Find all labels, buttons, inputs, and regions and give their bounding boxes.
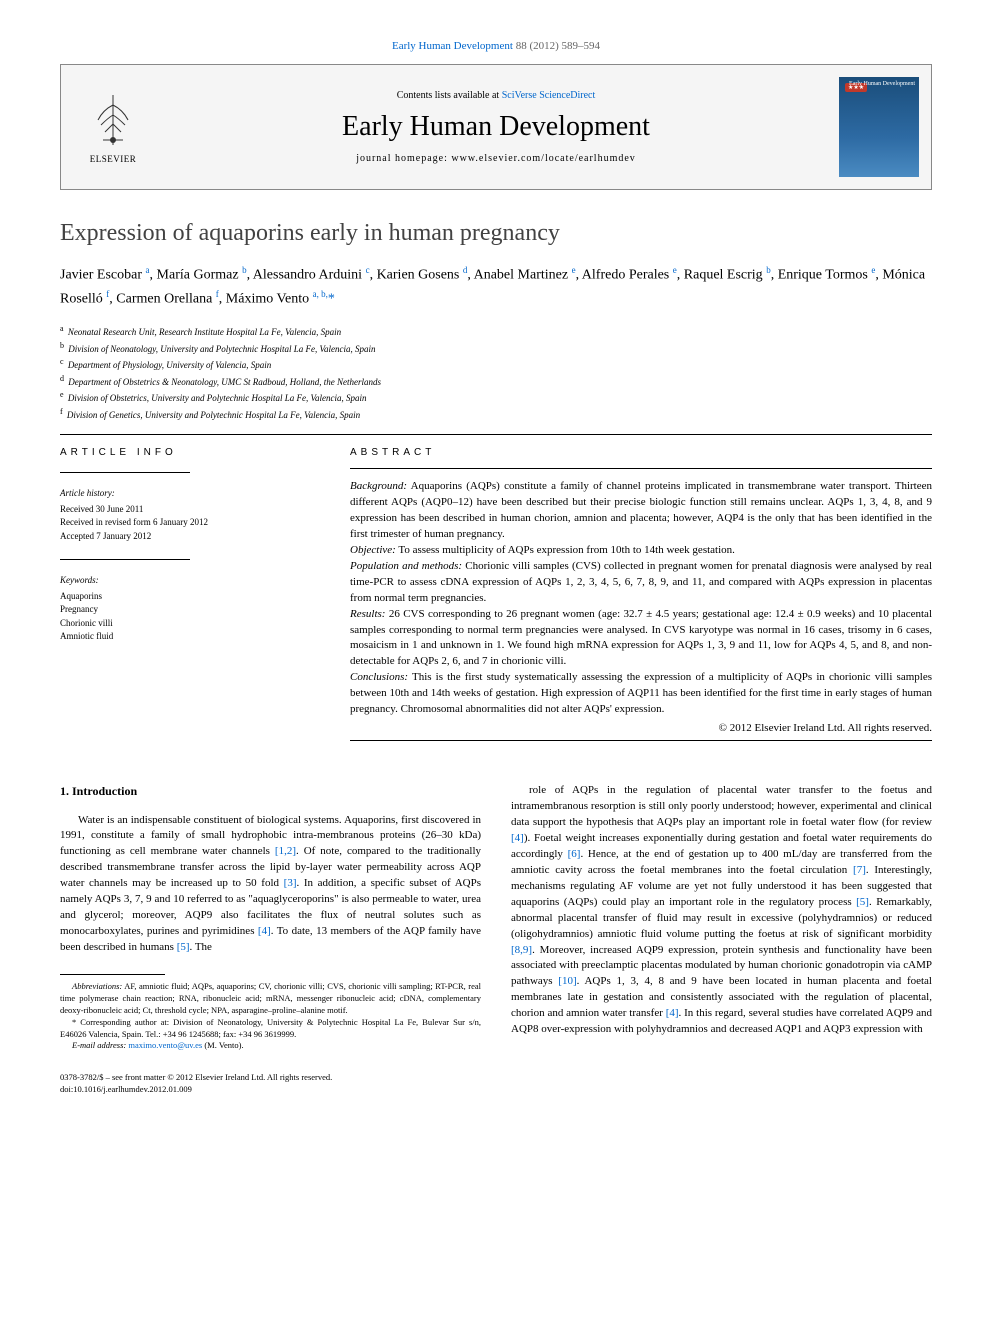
abstract-section: Population and methods: Chorionic villi … bbox=[350, 559, 932, 607]
abstract-section: Background: Aquaporins (AQPs) constitute… bbox=[350, 479, 932, 543]
intro-paragraph-left: Water is an indispensable constituent of… bbox=[60, 813, 481, 956]
citation-link[interactable]: [4] bbox=[258, 925, 271, 937]
publisher-logo: ELSEVIER bbox=[73, 82, 153, 172]
citation-link[interactable]: [4] bbox=[511, 832, 524, 844]
homepage-label: journal homepage: bbox=[356, 153, 448, 164]
email-suffix: (M. Vento). bbox=[204, 1040, 243, 1050]
keyword-item: Chorionic villi bbox=[60, 617, 320, 631]
abstract-heading: ABSTRACT bbox=[350, 447, 932, 458]
body-column-left: 1. Introduction Water is an indispensabl… bbox=[60, 783, 481, 1096]
article-info-abstract-row: ARTICLE INFO Article history: Received 3… bbox=[60, 447, 932, 753]
history-label: Article history: bbox=[60, 487, 320, 501]
abbreviations-text: AF, amniotic fluid; AQPs, aquaporins; CV… bbox=[60, 981, 481, 1015]
issn-line: 0378-3782/$ – see front matter © 2012 El… bbox=[60, 1072, 481, 1084]
section-heading-introduction: 1. Introduction bbox=[60, 783, 481, 800]
horizontal-rule bbox=[350, 740, 932, 741]
homepage-url: www.elsevier.com/locate/earlhumdev bbox=[451, 153, 635, 164]
contents-available-line: Contents lists available at SciVerse Sci… bbox=[153, 90, 839, 101]
abstract-column: ABSTRACT Background: Aquaporins (AQPs) c… bbox=[350, 447, 932, 753]
article-title: Expression of aquaporins early in human … bbox=[60, 220, 932, 247]
journal-citation-link[interactable]: Early Human Development bbox=[392, 40, 513, 52]
email-footnote: E-mail address: maximo.vento@uv.es (M. V… bbox=[60, 1040, 481, 1052]
keywords-block: Keywords: AquaporinsPregnancyChorionic v… bbox=[60, 574, 320, 644]
journal-header-box: ELSEVIER Contents lists available at Sci… bbox=[60, 64, 932, 190]
short-rule bbox=[60, 559, 190, 560]
intro-paragraph-right: role of AQPs in the regulation of placen… bbox=[511, 783, 932, 1038]
header-center: Contents lists available at SciVerse Sci… bbox=[153, 90, 839, 164]
article-history-block: Article history: Received 30 June 2011Re… bbox=[60, 487, 320, 543]
abbreviations-label: Abbreviations: bbox=[72, 981, 122, 991]
citation-link[interactable]: [5] bbox=[177, 941, 190, 953]
article-info-heading: ARTICLE INFO bbox=[60, 447, 320, 458]
article-info-column: ARTICLE INFO Article history: Received 3… bbox=[60, 447, 320, 753]
body-column-right: role of AQPs in the regulation of placen… bbox=[511, 783, 932, 1096]
sciencedirect-link[interactable]: SciVerse ScienceDirect bbox=[502, 90, 596, 101]
horizontal-rule bbox=[60, 434, 932, 435]
citation-link[interactable]: [7] bbox=[853, 864, 866, 876]
abbreviations-footnote: Abbreviations: AF, amniotic fluid; AQPs,… bbox=[60, 981, 481, 1017]
cover-title-text: Early Human Development bbox=[849, 81, 915, 87]
abstract-section: Conclusions: This is the first study sys… bbox=[350, 670, 932, 718]
affiliation-line: b Division of Neonatology, University an… bbox=[60, 340, 932, 357]
email-link[interactable]: maximo.vento@uv.es bbox=[128, 1040, 202, 1050]
footnotes-block: Abbreviations: AF, amniotic fluid; AQPs,… bbox=[60, 981, 481, 1052]
journal-homepage-line: journal homepage: www.elsevier.com/locat… bbox=[153, 153, 839, 164]
affiliation-line: a Neonatal Research Unit, Research Insti… bbox=[60, 323, 932, 340]
journal-citation-text: 88 (2012) 589–594 bbox=[516, 40, 600, 52]
citation-link[interactable]: [6] bbox=[568, 848, 581, 860]
citation-link[interactable]: [3] bbox=[284, 877, 297, 889]
history-line: Received 30 June 2011 bbox=[60, 503, 320, 517]
horizontal-rule bbox=[350, 468, 932, 469]
corresponding-author-footnote: * Corresponding author at: Division of N… bbox=[60, 1017, 481, 1041]
doi-line: doi:10.1016/j.earlhumdev.2012.01.009 bbox=[60, 1084, 481, 1096]
abstract-copyright: © 2012 Elsevier Ireland Ltd. All rights … bbox=[350, 722, 932, 734]
journal-citation-line: Early Human Development 88 (2012) 589–59… bbox=[60, 40, 932, 52]
email-label: E-mail address: bbox=[72, 1040, 126, 1050]
abstract-section: Results: 26 CVS corresponding to 26 preg… bbox=[350, 607, 932, 671]
abstract-section: Objective: To assess multiplicity of AQP… bbox=[350, 543, 932, 559]
keyword-item: Amniotic fluid bbox=[60, 630, 320, 644]
keywords-label: Keywords: bbox=[60, 574, 320, 588]
footer-issn-block: 0378-3782/$ – see front matter © 2012 El… bbox=[60, 1072, 481, 1096]
citation-link[interactable]: [5] bbox=[856, 896, 869, 908]
publisher-name: ELSEVIER bbox=[90, 154, 137, 164]
affiliation-line: e Division of Obstetrics, University and… bbox=[60, 389, 932, 406]
affiliation-line: f Division of Genetics, University and P… bbox=[60, 406, 932, 423]
author-list: Javier Escobar a, María Gormaz b, Alessa… bbox=[60, 263, 932, 311]
citation-link[interactable]: [1,2] bbox=[275, 845, 296, 857]
affiliation-line: c Department of Physiology, University o… bbox=[60, 356, 932, 373]
body-text-columns: 1. Introduction Water is an indispensabl… bbox=[60, 783, 932, 1096]
history-line: Received in revised form 6 January 2012 bbox=[60, 516, 320, 530]
journal-cover-thumbnail: ★★★ Early Human Development bbox=[839, 77, 919, 177]
keyword-item: Pregnancy bbox=[60, 603, 320, 617]
citation-link[interactable]: [10] bbox=[558, 975, 576, 987]
affiliation-line: d Department of Obstetrics & Neonatology… bbox=[60, 373, 932, 390]
affiliations-list: a Neonatal Research Unit, Research Insti… bbox=[60, 323, 932, 422]
contents-prefix: Contents lists available at bbox=[397, 90, 499, 101]
history-line: Accepted 7 January 2012 bbox=[60, 530, 320, 544]
citation-link[interactable]: [8,9] bbox=[511, 944, 532, 956]
elsevier-tree-icon bbox=[83, 90, 143, 150]
journal-name: Early Human Development bbox=[153, 111, 839, 143]
keyword-item: Aquaporins bbox=[60, 590, 320, 604]
footnote-rule bbox=[60, 974, 165, 975]
short-rule bbox=[60, 472, 190, 473]
citation-link[interactable]: [4] bbox=[666, 1007, 679, 1019]
abstract-body: Background: Aquaporins (AQPs) constitute… bbox=[350, 479, 932, 718]
